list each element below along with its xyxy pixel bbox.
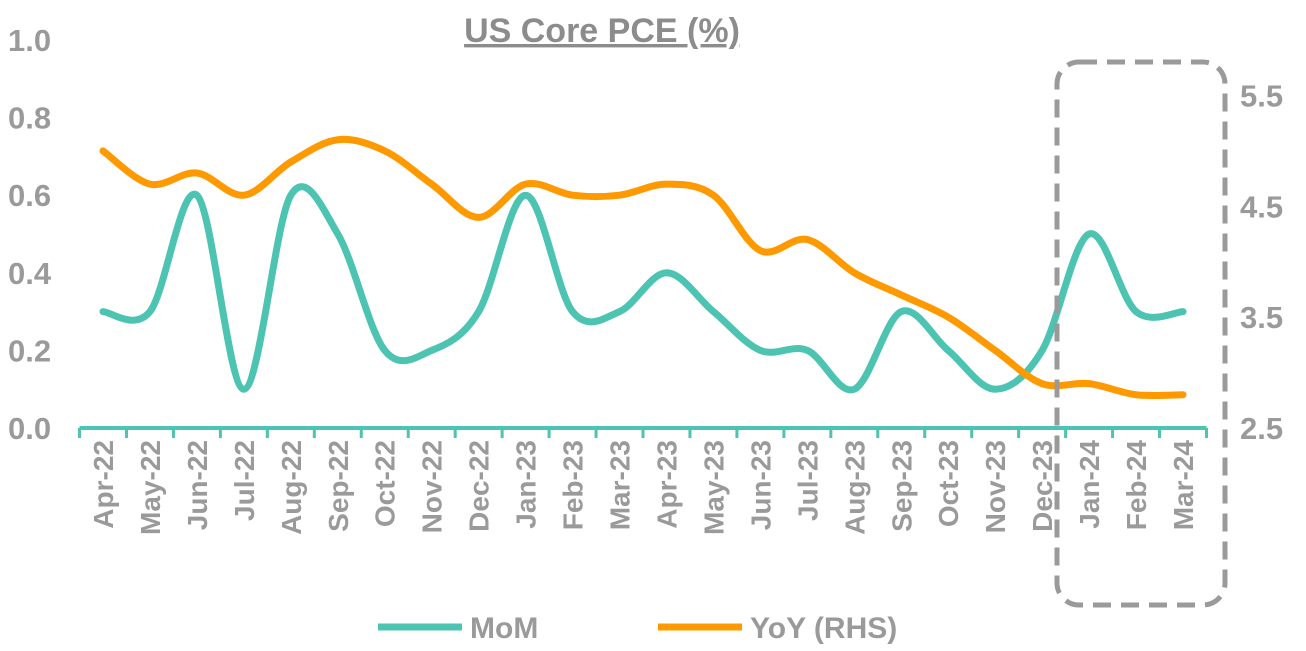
legend-label: YoY (RHS)	[750, 612, 897, 645]
series-line-yoy	[99, 135, 1187, 400]
x-tick-label: May-23	[698, 440, 729, 535]
x-tick-label: Oct-23	[933, 440, 964, 527]
series-lines	[99, 135, 1187, 400]
x-tick-label: Jan-23	[511, 440, 542, 529]
left-tick-label: 0.6	[8, 178, 51, 213]
left-tick-label: 0.2	[8, 333, 51, 368]
x-tick-label: Jul-23	[792, 440, 823, 521]
x-tick-label: Mar-23	[605, 440, 636, 530]
x-tick-label: Aug-23	[839, 440, 870, 535]
x-tick-label: Nov-22	[417, 440, 448, 533]
right-tick-label: 5.5	[1240, 78, 1283, 113]
x-tick-label: Aug-22	[276, 440, 307, 535]
x-tick-label: Feb-24	[1121, 440, 1152, 531]
x-axis: Apr-22 May-22 Jun-22 Jul-22 Aug-22 Sep-22 Oct-…	[78, 426, 1208, 535]
x-tick-label: Jun-23	[745, 440, 776, 530]
chart-title: US Core PCE (%)	[464, 12, 740, 50]
x-tick-label: Jun-22	[182, 440, 213, 530]
right-tick-label: 2.5	[1240, 411, 1283, 446]
x-tick-label: Oct-22	[370, 440, 401, 527]
x-tick-label: May-22	[135, 440, 166, 535]
x-tick-label: Jul-22	[229, 440, 260, 521]
left-tick-label: 0.8	[8, 101, 51, 136]
x-tick-label: Apr-22	[88, 440, 119, 529]
left-tick-label: 0.0	[8, 411, 51, 446]
series-line-mom	[99, 183, 1187, 394]
x-tick-label: Mar-24	[1168, 440, 1199, 531]
x-tick-label: Nov-23	[980, 440, 1011, 533]
x-tick-label: Dec-22	[464, 440, 495, 532]
legend-label: MoM	[470, 612, 538, 645]
left-tick-label: 1.0	[8, 23, 51, 58]
x-tick-label: Jan-24	[1074, 440, 1105, 529]
legend: MoM YoY (RHS)	[378, 612, 897, 645]
x-tick-label: Sep-23	[886, 440, 917, 532]
right-tick-label: 3.5	[1240, 300, 1283, 335]
right-tick-label: 4.5	[1240, 189, 1283, 224]
x-tick-label: Sep-22	[323, 440, 354, 532]
highlight-box	[1054, 59, 1228, 608]
right-axis: 2.5 3.5 4.5 5.5	[1240, 78, 1283, 446]
x-tick-label: Feb-23	[558, 440, 589, 530]
left-tick-label: 0.4	[8, 256, 52, 291]
x-tick-label: Dec-23	[1027, 440, 1058, 532]
x-tick-label: Apr-23	[651, 440, 682, 529]
left-axis: 0.0 0.2 0.4 0.6 0.8 1.0	[8, 23, 52, 446]
